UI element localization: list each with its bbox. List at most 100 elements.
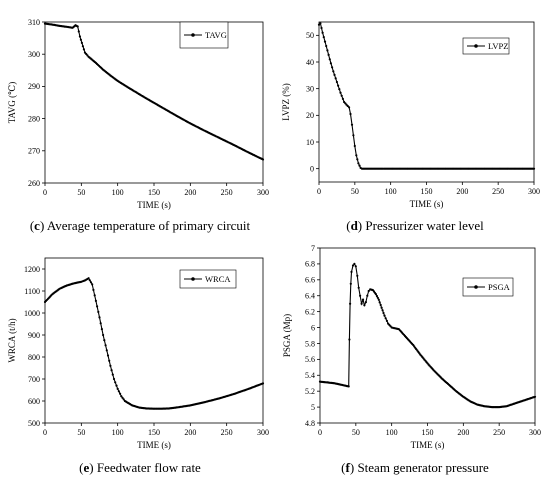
data-point xyxy=(363,304,366,307)
data-point xyxy=(352,134,355,137)
data-point xyxy=(94,299,97,302)
data-point xyxy=(328,58,331,61)
x-tick-label: 250 xyxy=(221,188,233,197)
data-point xyxy=(117,390,120,393)
data-point xyxy=(82,48,85,51)
x-tick-label: 150 xyxy=(421,187,433,196)
x-tick-label: 50 xyxy=(77,188,85,197)
data-point xyxy=(347,385,350,388)
y-tick-label: 310 xyxy=(28,18,40,27)
caption-e: (e) Feedwater flow rate xyxy=(79,460,201,475)
data-point xyxy=(385,319,388,322)
x-axis-label: TIME (s) xyxy=(137,200,171,210)
data-point xyxy=(381,309,384,312)
data-point xyxy=(356,158,359,161)
x-tick-label: 200 xyxy=(184,428,196,437)
legend-label: TAVG xyxy=(205,30,227,40)
x-axis-label: TIME (s) xyxy=(411,440,445,450)
legend-label: WRCA xyxy=(205,274,231,284)
data-point xyxy=(374,293,377,296)
legend-marker xyxy=(191,277,195,281)
y-tick-label: 1100 xyxy=(24,287,40,296)
data-point xyxy=(326,49,329,52)
data-point xyxy=(108,359,111,362)
data-point xyxy=(110,369,113,372)
y-tick-label: 700 xyxy=(28,375,40,384)
data-point xyxy=(359,294,362,297)
data-point xyxy=(350,270,353,273)
data-point xyxy=(112,377,116,381)
data-point xyxy=(533,395,537,398)
data-point xyxy=(119,392,122,395)
data-point xyxy=(532,167,536,170)
y-tick-label: 5 xyxy=(311,403,315,412)
y-tick-label: 50 xyxy=(306,31,314,40)
x-tick-label: 150 xyxy=(148,188,160,197)
x-tick-label: 150 xyxy=(148,428,160,437)
data-point xyxy=(382,311,385,315)
data-point xyxy=(331,66,334,69)
y-axis-label: LVPZ (%) xyxy=(281,83,291,120)
data-point xyxy=(356,274,359,277)
x-tick-label: 250 xyxy=(221,428,233,437)
data-point xyxy=(121,396,124,399)
data-point xyxy=(104,344,107,347)
data-point xyxy=(366,294,369,297)
y-tick-label: 5.6 xyxy=(305,355,315,364)
x-tick-label: 200 xyxy=(184,188,196,197)
x-tick-label: 0 xyxy=(43,428,47,437)
data-point xyxy=(346,104,349,108)
data-point xyxy=(350,123,354,126)
chart-f: 0 50 100 150 200 250 300 4.8 5 5.2 5.4 5.6 5.8 6 6.2 6.… xyxy=(282,244,541,450)
data-point xyxy=(353,144,356,148)
data-point xyxy=(341,97,344,100)
x-axis-label: TIME (s) xyxy=(410,199,444,209)
data-point xyxy=(116,387,119,390)
data-point xyxy=(334,77,337,80)
data-point xyxy=(111,373,114,376)
y-axis-label: WRCA (t/h) xyxy=(7,318,17,362)
x-tick-label: 300 xyxy=(257,428,269,437)
y-tick-label: 6.6 xyxy=(305,276,315,285)
caption-c: (c) Average temperature of primary circu… xyxy=(29,218,251,233)
legend-box xyxy=(462,277,514,297)
data-point xyxy=(79,38,82,41)
data-point xyxy=(317,23,321,26)
y-tick-label: 280 xyxy=(28,114,40,123)
data-point xyxy=(105,349,108,352)
x-axis-label: TIME (s) xyxy=(137,440,171,450)
legend-label: PSGA xyxy=(488,282,511,292)
x-tick-label: 50 xyxy=(77,428,85,437)
y-tick-label: 5.2 xyxy=(305,387,315,396)
plot-frame xyxy=(319,247,536,424)
series-line-tavg xyxy=(44,23,264,160)
x-tick-label: 250 xyxy=(493,428,505,437)
data-point xyxy=(337,84,340,87)
data-point xyxy=(378,301,381,304)
data-point xyxy=(120,395,123,398)
data-point xyxy=(327,53,330,57)
data-point xyxy=(351,264,355,267)
x-tick-label: 0 xyxy=(43,188,47,197)
data-point xyxy=(332,70,335,73)
y-tick-label: 0 xyxy=(310,164,314,173)
data-point xyxy=(349,302,352,305)
legend-marker xyxy=(191,33,195,37)
data-point xyxy=(380,306,383,309)
data-point xyxy=(376,296,379,299)
data-point xyxy=(348,338,351,341)
data-point xyxy=(78,35,81,38)
data-point xyxy=(361,298,365,301)
y-tick-label: 6.4 xyxy=(305,292,315,301)
y-tick-label: 800 xyxy=(28,353,40,362)
y-tick-label: 260 xyxy=(28,179,40,188)
caption-f: (f) Steam generator pressure xyxy=(341,460,489,475)
data-point xyxy=(87,277,90,280)
x-tick-label: 200 xyxy=(456,187,468,196)
data-point xyxy=(80,41,83,45)
legend-label: LVPZ xyxy=(488,41,508,51)
data-point xyxy=(325,44,328,48)
data-point xyxy=(91,283,94,286)
y-tick-label: 1200 xyxy=(24,265,40,274)
chart-c: 0 50 100 150 200 250 300 260 270 280 290 300 310 TIME… xyxy=(7,18,269,210)
